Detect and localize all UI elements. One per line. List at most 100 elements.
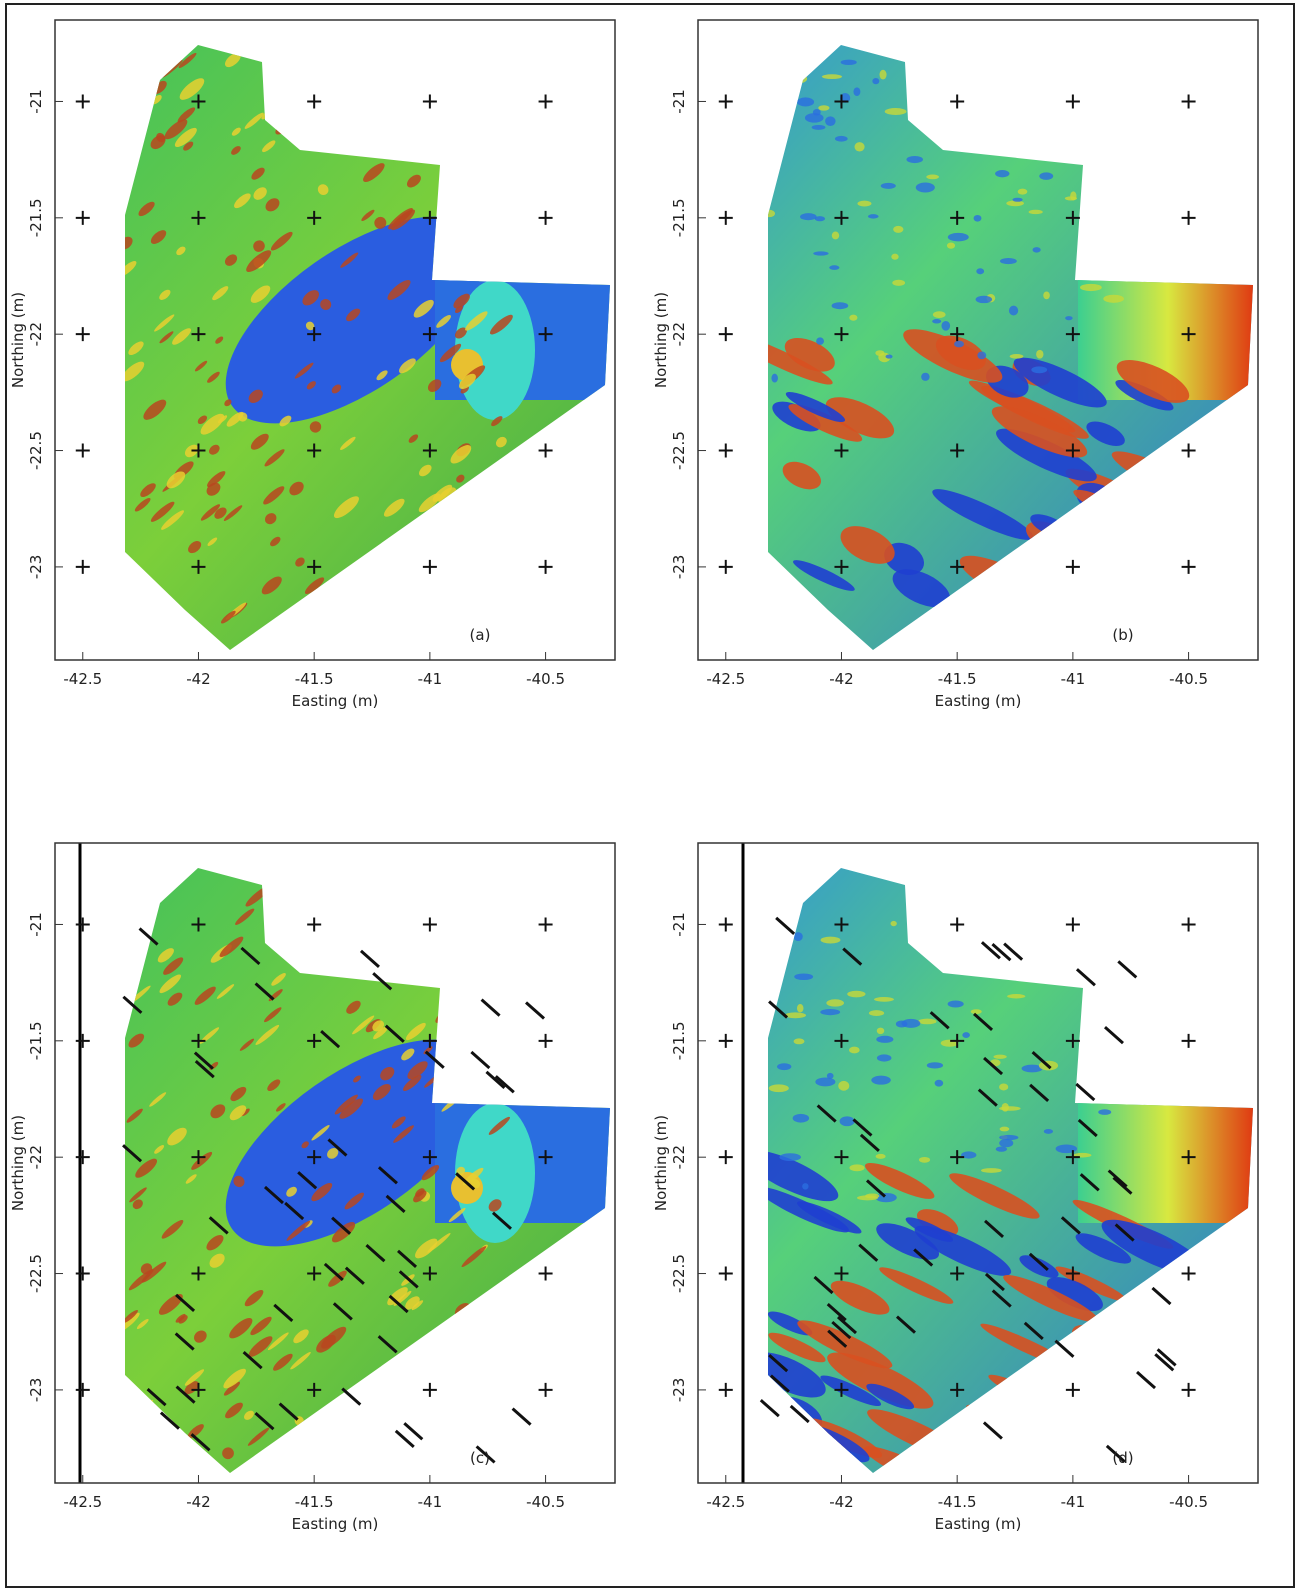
figure: -42.5 -42 -41.5 -41 -40.5 -21 -21.5 -22 -22.5 -23… [0, 0, 1302, 1593]
x-tick-label: -41 [1061, 670, 1086, 688]
panel-label: (b) [1112, 626, 1133, 644]
orientation-stroke [471, 1052, 489, 1068]
grid-cross [76, 917, 90, 931]
y-tick-label: -22.5 [27, 1254, 45, 1293]
grid-cross [423, 917, 437, 931]
y-tick-label: -21.5 [670, 198, 688, 237]
grid-cross [76, 444, 90, 458]
orientation-stroke [404, 1423, 422, 1439]
orientation-stroke [1152, 1288, 1170, 1304]
x-tick-label: -41.5 [938, 670, 977, 688]
x-tick-label: -42 [829, 1493, 854, 1511]
grid-cross [539, 1267, 553, 1281]
grid-cross [76, 211, 90, 225]
orientation-stroke [1137, 1372, 1155, 1388]
grid-cross [950, 917, 964, 931]
x-axis-label: Easting (m) [292, 692, 379, 710]
y-tick-label: -22.5 [27, 431, 45, 470]
y-tick-label: -22 [670, 322, 688, 347]
grid-cross [1182, 917, 1196, 931]
y-tick-label: -22 [670, 1145, 688, 1170]
orientation-stroke [1055, 1341, 1073, 1357]
y-tick-label: -21.5 [27, 198, 45, 237]
orientation-stroke [361, 951, 379, 967]
survey-surface [698, 843, 1258, 1500]
x-axis-label: Easting (m) [292, 1515, 379, 1533]
grid-cross [1066, 94, 1080, 108]
y-tick-label: -23 [27, 555, 45, 580]
grid-cross [539, 560, 553, 574]
grid-cross [719, 211, 733, 225]
y-tick-label: -21 [27, 912, 45, 937]
grid-cross [76, 560, 90, 574]
orientation-stroke [1118, 961, 1136, 977]
y-tick-label: -23 [670, 555, 688, 580]
grid-cross [539, 917, 553, 931]
grid-cross [1066, 917, 1080, 931]
x-tick-label: -42 [829, 670, 854, 688]
x-tick-label: -42 [186, 1493, 211, 1511]
x-tick-label: -42 [186, 670, 211, 688]
grid-cross [719, 94, 733, 108]
orientation-stroke [776, 918, 794, 934]
map-panel: -42.5-42-41.5-41-40.5-21-21.5-22-22.5-23… [9, 20, 615, 710]
panel-label: (c) [470, 1449, 490, 1467]
grid-cross [423, 1383, 437, 1397]
y-tick-label: -23 [27, 1378, 45, 1403]
x-tick-label: -42.5 [63, 670, 102, 688]
x-tick-label: -40.5 [526, 1493, 565, 1511]
grid-cross [539, 94, 553, 108]
y-tick-label: -22 [27, 322, 45, 347]
grid-cross [539, 211, 553, 225]
grid-cross [76, 1267, 90, 1281]
orientation-stroke [1077, 969, 1095, 985]
x-tick-label: -41.5 [295, 670, 334, 688]
grid-cross [539, 1034, 553, 1048]
grid-cross [719, 560, 733, 574]
grid-cross [719, 1267, 733, 1281]
y-tick-label: -22 [27, 1145, 45, 1170]
orientation-stroke [1076, 1084, 1094, 1100]
survey-surface [698, 20, 1258, 665]
orientation-stroke [1105, 1027, 1123, 1043]
y-tick-label: -22.5 [670, 431, 688, 470]
grid-cross [423, 560, 437, 574]
grid-cross [307, 917, 321, 931]
grid-cross [76, 1034, 90, 1048]
x-tick-label: -42.5 [706, 670, 745, 688]
x-tick-label: -40.5 [1169, 1493, 1208, 1511]
x-tick-label: -42.5 [706, 1493, 745, 1511]
x-axis-label: Easting (m) [935, 1515, 1022, 1533]
y-axis-label: Northing (m) [9, 292, 27, 388]
grid-cross [1182, 1267, 1196, 1281]
survey-surface [55, 843, 615, 1483]
y-tick-label: -23 [670, 1378, 688, 1403]
map-panel: -42.5-42-41.5-41-40.5-21-21.5-22-22.5-23… [652, 843, 1258, 1533]
orientation-stroke [526, 1002, 544, 1018]
x-axis-label: Easting (m) [935, 692, 1022, 710]
x-tick-label: -41 [1061, 1493, 1086, 1511]
survey-surface [55, 20, 615, 660]
grid-cross [1182, 94, 1196, 108]
orientation-stroke [761, 1400, 779, 1416]
orientation-stroke [342, 1389, 360, 1405]
y-tick-label: -22.5 [670, 1254, 688, 1293]
grid-cross [76, 1150, 90, 1164]
grid-cross [719, 1150, 733, 1164]
x-tick-label: -41.5 [295, 1493, 334, 1511]
map-panel: -42.5-42-41.5-41-40.5-21-21.5-22-22.5-23… [652, 20, 1258, 710]
grid-cross [307, 94, 321, 108]
grid-cross [1066, 1383, 1080, 1397]
grid-cross [1182, 211, 1196, 225]
grid-cross [539, 444, 553, 458]
x-tick-label: -41 [418, 1493, 443, 1511]
x-tick-label: -42.5 [63, 1493, 102, 1511]
grid-cross [539, 1383, 553, 1397]
grid-cross [76, 327, 90, 341]
y-tick-label: -21 [670, 912, 688, 937]
grid-cross [1182, 1034, 1196, 1048]
grid-cross [1066, 560, 1080, 574]
grid-cross [76, 94, 90, 108]
grid-cross [719, 327, 733, 341]
y-tick-label: -21 [670, 89, 688, 114]
